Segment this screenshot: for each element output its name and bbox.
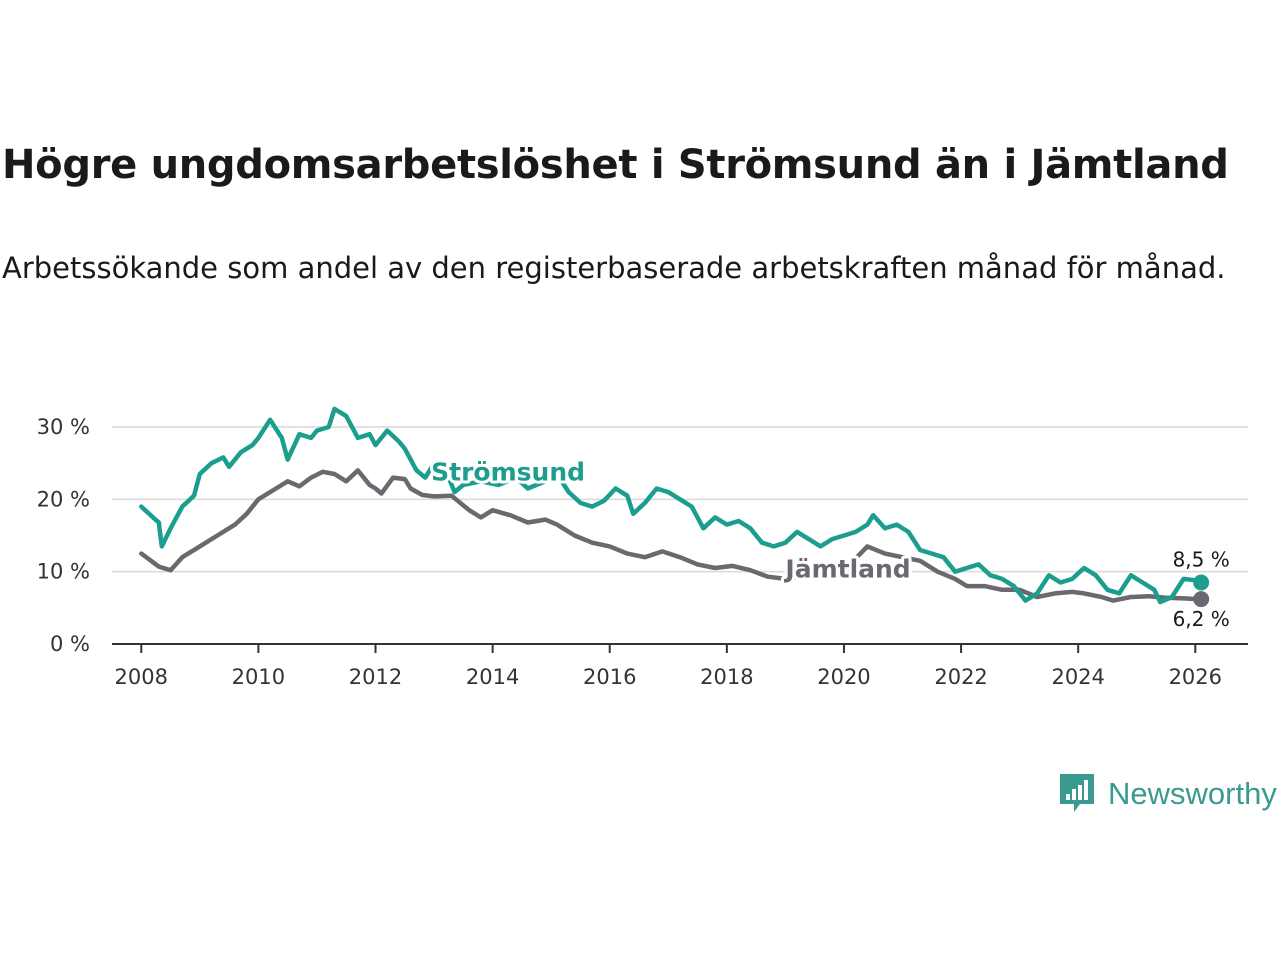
x-tick-label: 2020 bbox=[817, 665, 870, 689]
x-tick-label: 2022 bbox=[934, 665, 987, 689]
chart-subtitle: Arbetssökande som andel av den registerb… bbox=[2, 251, 1226, 285]
series-end-label-j-mtland: 6,2 % bbox=[1173, 607, 1230, 631]
chart-title: Högre ungdomsarbetslöshet i Strömsund än… bbox=[2, 142, 1229, 188]
x-tick-label: 2012 bbox=[349, 665, 402, 689]
x-tick-label: 2016 bbox=[583, 665, 636, 689]
newsworthy-logo-icon bbox=[1060, 774, 1094, 812]
series-end-label-str-msund: 8,5 % bbox=[1173, 548, 1230, 572]
x-tick-label: 2014 bbox=[466, 665, 519, 689]
y-tick-label: 0 % bbox=[50, 632, 90, 656]
y-tick-label: 20 % bbox=[37, 487, 90, 511]
x-tick-label: 2018 bbox=[700, 665, 753, 689]
series-label-j-mtland: Jämtland bbox=[783, 554, 910, 583]
x-tick-label: 2010 bbox=[232, 665, 285, 689]
series-label-str-msund: Strömsund bbox=[431, 458, 585, 487]
series-end-dot-j-mtland bbox=[1193, 591, 1210, 608]
y-tick-label: 10 % bbox=[37, 560, 90, 584]
series-line-j-mtland bbox=[139, 468, 1204, 603]
brand-name: Newsworthy bbox=[1108, 776, 1277, 811]
brand-logo: Newsworthy bbox=[1058, 772, 1277, 816]
x-tick-label: 2026 bbox=[1169, 665, 1222, 689]
x-tick-label: 2024 bbox=[1051, 665, 1104, 689]
series-end-dot-str-msund bbox=[1193, 574, 1210, 591]
x-tick-label: 2008 bbox=[115, 665, 168, 689]
series-line-str-msund bbox=[139, 406, 1204, 605]
y-tick-label: 30 % bbox=[37, 415, 90, 439]
